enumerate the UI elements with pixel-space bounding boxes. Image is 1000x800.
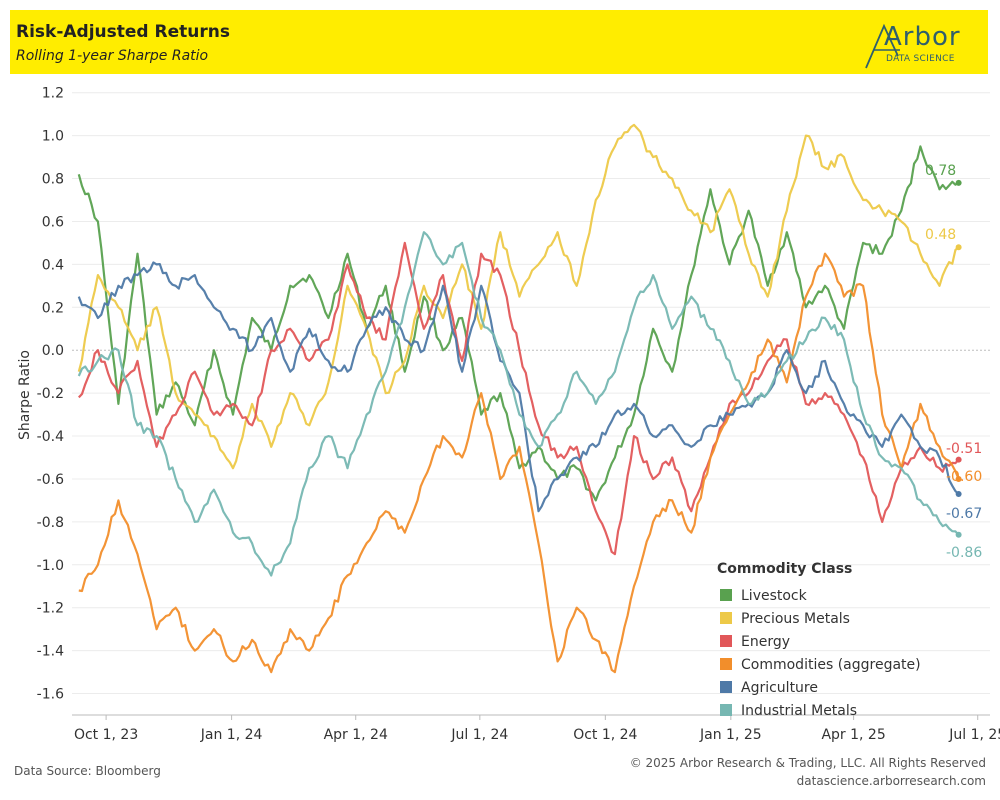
- y-tick-label: -1.4: [37, 644, 64, 660]
- end-labels: 0.78 0.48 -0.51 -0.60 -0.67 -0.86: [925, 163, 982, 561]
- legend: Commodity Class Livestock Precious Metals E…: [717, 561, 921, 719]
- legend-label: Energy: [741, 634, 790, 650]
- series-line: [78, 252, 960, 674]
- logo-subtext: DATA SCIENCE: [886, 54, 955, 64]
- x-tick-label: Jul 1, 24: [450, 727, 508, 743]
- series-line: [77, 145, 960, 502]
- series-end-point: [955, 456, 962, 463]
- copyright-text: © 2025 Arbor Research & Trading, LLC. Al…: [629, 756, 986, 770]
- x-tick-label: Oct 1, 23: [74, 727, 138, 743]
- data-source-note: Data Source: Bloomberg: [14, 764, 161, 778]
- series-end-label: -0.86: [946, 545, 982, 561]
- legend-label: Commodities (aggregate): [741, 657, 921, 673]
- header-banner: Risk-Adjusted Returns Rolling 1-year Sha…: [10, 10, 988, 74]
- website-link[interactable]: datascience.arborresearch.com: [796, 774, 986, 788]
- chart-grid: [72, 92, 990, 695]
- series-lines: [77, 123, 962, 674]
- y-tick-label: -1.0: [37, 558, 64, 574]
- y-tick-label: -1.6: [37, 687, 64, 703]
- series-line: [77, 123, 960, 470]
- y-axis: 1.2 1.0 0.8 0.6 0.4 0.2 0.0 -0.2 -0.4 -0.6 -0.8 -1.…: [37, 86, 64, 703]
- legend-swatch: [720, 589, 732, 601]
- y-tick-label: -0.2: [37, 386, 64, 402]
- series-end-label: 0.48: [925, 227, 956, 243]
- series-line: [77, 261, 960, 513]
- logo-mark-icon: [865, 23, 900, 69]
- y-tick-label: 0.8: [42, 172, 64, 188]
- chart-title: Risk-Adjusted Returns: [16, 22, 230, 42]
- y-tick-label: 1.2: [42, 86, 64, 102]
- x-tick-label: Jan 1, 24: [200, 727, 263, 743]
- series-end-label: -0.67: [946, 506, 982, 522]
- logo-word: Arbor: [884, 22, 961, 52]
- copyright-block: © 2025 Arbor Research & Trading, LLC. Al…: [630, 754, 986, 790]
- legend-label: Livestock: [741, 588, 808, 604]
- y-tick-label: -0.6: [37, 472, 64, 488]
- series-end-point: [955, 244, 962, 251]
- x-tick-label: Apr 1, 24: [324, 727, 388, 743]
- legend-swatch: [720, 658, 732, 670]
- series-end-point: [955, 531, 962, 538]
- legend-swatch: [720, 681, 732, 693]
- legend-label: Agriculture: [741, 680, 818, 696]
- y-tick-label: -0.4: [37, 429, 64, 445]
- y-tick-label: 0.6: [42, 214, 64, 230]
- x-tick-label: Oct 1, 24: [573, 727, 637, 743]
- y-tick-label: -1.2: [37, 601, 64, 617]
- series-end-label: -0.51: [946, 441, 982, 457]
- y-tick-label: 0.0: [42, 343, 64, 359]
- y-tick-label: 0.4: [42, 257, 64, 273]
- series-line: [77, 241, 960, 556]
- y-tick-label: 0.2: [42, 300, 64, 316]
- y-tick-label: -0.8: [37, 515, 64, 531]
- y-tick-label: 1.0: [42, 129, 64, 145]
- series-end-point: [955, 179, 962, 186]
- series-end-point: [955, 475, 962, 482]
- legend-swatch: [720, 704, 732, 716]
- series-end-point: [955, 490, 962, 497]
- legend-swatch: [720, 635, 732, 647]
- x-axis: Oct 1, 23 Jan 1, 24 Apr 1, 24 Jul 1, 24 Oct …: [72, 714, 1000, 743]
- series-end-label: 0.78: [925, 163, 956, 179]
- arbor-logo: Arbor DATA SCIENCE: [864, 18, 980, 72]
- legend-title: Commodity Class: [717, 561, 852, 577]
- x-tick-label: Jan 1, 25: [699, 727, 762, 743]
- y-axis-title: Sharpe Ratio: [17, 350, 33, 440]
- legend-label: Precious Metals: [741, 611, 850, 627]
- legend-label: Industrial Metals: [741, 703, 857, 719]
- series-line: [77, 231, 960, 577]
- x-tick-label: Jul 1, 25: [948, 727, 1000, 743]
- chart-subtitle: Rolling 1-year Sharpe Ratio: [16, 48, 209, 64]
- x-tick-label: Apr 1, 25: [821, 727, 885, 743]
- legend-swatch: [720, 612, 732, 624]
- series-end-label: -0.60: [946, 469, 982, 485]
